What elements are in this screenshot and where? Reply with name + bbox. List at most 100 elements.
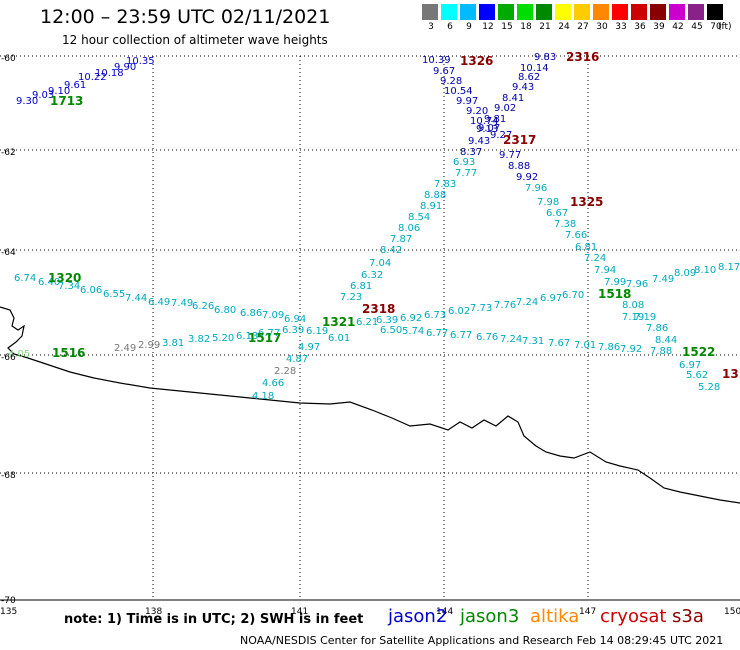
swh-value: 9.13	[476, 124, 498, 135]
swh-value: 4.66	[262, 378, 284, 389]
swh-value: 7.49	[652, 274, 674, 285]
swh-value: 6.97	[679, 360, 701, 371]
swh-value: 7.96	[626, 279, 648, 290]
pass-time-label: 1320	[48, 271, 81, 285]
swh-value: 7.31	[522, 336, 544, 347]
swh-value: 9.43	[512, 82, 534, 93]
swh-value: 7.73	[470, 303, 492, 314]
pass-time-label: 2316	[566, 50, 599, 64]
swh-value: 9.83	[534, 52, 556, 63]
swh-value: 7.34	[58, 281, 80, 292]
swh-value: 7.67	[548, 338, 570, 349]
swh-value: 8.88	[424, 190, 446, 201]
pass-time-label: 1326	[460, 54, 493, 68]
swh-value: 9.61	[64, 80, 86, 91]
swh-value: 2.49	[114, 343, 136, 354]
swh-value: 9.92	[516, 172, 538, 183]
swh-value: 5.20	[212, 333, 234, 344]
pass-time-label: 1325	[570, 195, 603, 209]
legend-swatch	[517, 4, 533, 20]
legend-label: 27	[577, 22, 589, 32]
lat-label: -70	[1, 596, 16, 606]
lon-label: 141	[291, 607, 308, 617]
swh-value: 9.97	[456, 96, 478, 107]
legend-swatch	[669, 4, 685, 20]
legend-label: 3	[428, 22, 434, 32]
swh-value: 7.19	[634, 312, 656, 323]
swh-value: 6.93	[453, 157, 475, 168]
swh-value: 6.39	[376, 315, 398, 326]
coastline-path	[0, 306, 740, 504]
map-title: 12:00 – 23:59 UTC 02/11/2021	[40, 6, 331, 28]
swh-value: 6.21	[356, 317, 378, 328]
legend-swatch	[441, 4, 457, 20]
legend-swatch	[479, 4, 495, 20]
swh-value: 4.18	[252, 391, 274, 402]
legend-swatch	[612, 4, 628, 20]
swh-value: 8.44	[655, 335, 677, 346]
lon-label: 150	[724, 607, 740, 617]
swh-value: 9.77	[499, 150, 521, 161]
lat-label: -68	[1, 471, 16, 481]
lon-label: 135	[0, 607, 17, 617]
legend-altika: altika	[530, 606, 580, 627]
swh-value: 6.76	[476, 332, 498, 343]
legend-jason2: jason2	[388, 606, 448, 627]
swh-value: 9.27	[490, 130, 512, 141]
swh-value: 6.26	[192, 301, 214, 312]
swh-value: 9.10	[48, 86, 70, 97]
swh-value: 7.88	[650, 346, 672, 357]
legend-cryosat: cryosat	[600, 606, 667, 627]
swh-value: 9.81	[484, 114, 506, 125]
swh-value: 9.02	[494, 103, 516, 114]
pass-time-label: 2317	[503, 133, 536, 147]
swh-value: 7.92	[620, 344, 642, 355]
swh-value: 5.28	[698, 382, 720, 393]
swh-value: 7.98	[537, 197, 559, 208]
swh-value: 8.09	[674, 268, 696, 279]
swh-value: 2.99	[138, 340, 160, 351]
swh-value: 10.18	[95, 68, 124, 79]
swh-value: 7.76	[494, 300, 516, 311]
swh-value: 6.92	[400, 313, 422, 324]
swh-value: 2.28	[274, 366, 296, 377]
swh-value: 7.04	[369, 258, 391, 269]
swh-value: 7.24	[584, 253, 606, 264]
swh-value: 9.28	[440, 76, 462, 87]
legend-swatch	[631, 4, 647, 20]
legend-swatch	[498, 4, 514, 20]
swh-value: 8.88	[508, 161, 530, 172]
pass-time-label: 1517	[248, 331, 281, 345]
pass-time-label: 1522	[682, 345, 715, 359]
swh-value: 7.23	[340, 292, 362, 303]
legend-label: 18	[520, 22, 532, 32]
swh-value: 8.42	[380, 245, 402, 256]
pass-time-label: 1713	[50, 94, 83, 108]
swh-value: 7.83	[434, 179, 456, 190]
lat-label: -60	[1, 54, 16, 64]
pass-time-label: 1516	[52, 346, 85, 360]
swh-value: 6.39	[282, 325, 304, 336]
legend-swatch	[707, 4, 723, 20]
swh-value: 7.49	[171, 298, 193, 309]
legend-label: 45	[691, 22, 703, 32]
swh-value: 6.19	[306, 326, 328, 337]
swh-value: 7.19	[622, 312, 644, 323]
swh-value: 6.86	[240, 308, 262, 319]
swh-value: 7.86	[598, 342, 620, 353]
legend-label: 9	[466, 22, 472, 32]
legend-swatch	[460, 4, 476, 20]
swh-value: 8.06	[398, 223, 420, 234]
swh-value: 7.24	[516, 297, 538, 308]
swh-value: 7.86	[646, 323, 668, 334]
swh-value: 10.14	[520, 63, 549, 74]
swh-value: 10.39	[422, 55, 451, 66]
legend-label: 42	[672, 22, 684, 32]
swh-value: 7.66	[565, 230, 587, 241]
swh-value: 7.24	[500, 334, 522, 345]
legend-label: 12	[482, 22, 494, 32]
legend-swatch	[574, 4, 590, 20]
lat-lon-grid	[0, 55, 740, 601]
swh-value: 8.54	[408, 212, 430, 223]
